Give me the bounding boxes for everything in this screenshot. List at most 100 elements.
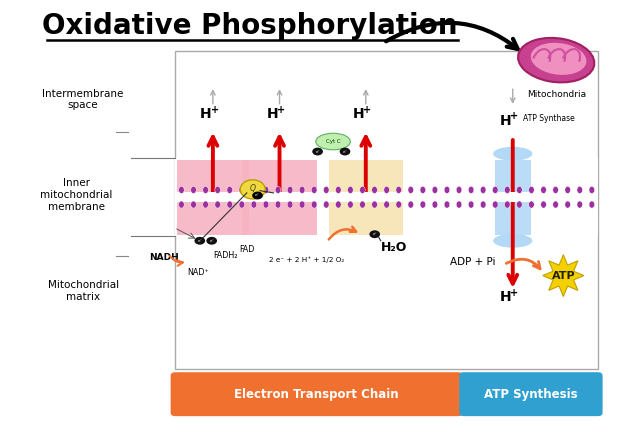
Ellipse shape	[263, 201, 269, 208]
Ellipse shape	[287, 201, 293, 208]
Text: ATP Synthesis: ATP Synthesis	[484, 388, 578, 401]
Bar	[495, 160, 531, 235]
Text: FAD: FAD	[240, 245, 255, 254]
Ellipse shape	[360, 187, 365, 194]
Ellipse shape	[287, 187, 293, 194]
Text: +: +	[510, 111, 518, 121]
Ellipse shape	[432, 201, 438, 208]
Ellipse shape	[408, 187, 414, 194]
Ellipse shape	[420, 187, 426, 194]
Text: +: +	[364, 105, 372, 115]
Ellipse shape	[456, 187, 462, 194]
Ellipse shape	[531, 43, 587, 75]
Text: e⁻: e⁻	[316, 149, 320, 154]
Ellipse shape	[215, 187, 220, 194]
Ellipse shape	[336, 187, 341, 194]
Ellipse shape	[203, 187, 208, 194]
Ellipse shape	[577, 187, 583, 194]
Ellipse shape	[505, 187, 510, 194]
Ellipse shape	[444, 201, 449, 208]
Ellipse shape	[251, 201, 257, 208]
Text: +: +	[510, 288, 518, 298]
Circle shape	[312, 148, 323, 155]
Ellipse shape	[480, 201, 486, 208]
Ellipse shape	[178, 201, 184, 208]
Text: Mitochondrial
matrix: Mitochondrial matrix	[48, 280, 119, 302]
Ellipse shape	[577, 201, 583, 208]
Ellipse shape	[505, 201, 510, 208]
Ellipse shape	[316, 133, 351, 150]
Ellipse shape	[516, 187, 522, 194]
Ellipse shape	[372, 201, 377, 208]
Text: Q: Q	[250, 184, 256, 193]
Text: e⁻: e⁻	[372, 232, 377, 236]
Circle shape	[252, 191, 263, 199]
Ellipse shape	[518, 38, 594, 82]
Text: ADP + Pi: ADP + Pi	[449, 257, 495, 267]
Ellipse shape	[541, 187, 546, 194]
Polygon shape	[543, 254, 584, 297]
Text: H: H	[500, 290, 511, 304]
Circle shape	[207, 237, 217, 245]
Ellipse shape	[324, 187, 329, 194]
Ellipse shape	[384, 201, 389, 208]
Text: H: H	[200, 107, 212, 121]
FancyBboxPatch shape	[459, 372, 603, 416]
Text: +: +	[210, 105, 218, 115]
Ellipse shape	[553, 187, 558, 194]
Bar	[175, 192, 598, 202]
Ellipse shape	[493, 147, 532, 161]
Ellipse shape	[360, 201, 365, 208]
Ellipse shape	[336, 201, 341, 208]
Ellipse shape	[347, 187, 353, 194]
Ellipse shape	[553, 201, 558, 208]
Text: ATP Synthase: ATP Synthase	[523, 114, 575, 124]
Ellipse shape	[432, 187, 438, 194]
Circle shape	[195, 237, 205, 245]
Ellipse shape	[456, 201, 462, 208]
Text: H: H	[267, 107, 278, 121]
Text: H₂O: H₂O	[381, 241, 408, 254]
Text: Electron Transport Chain: Electron Transport Chain	[234, 388, 399, 401]
Text: H: H	[352, 107, 364, 121]
Ellipse shape	[589, 187, 595, 194]
Ellipse shape	[565, 201, 570, 208]
Ellipse shape	[191, 187, 197, 194]
Ellipse shape	[275, 201, 281, 208]
Ellipse shape	[541, 201, 546, 208]
Ellipse shape	[565, 187, 570, 194]
Text: e⁻: e⁻	[197, 239, 202, 243]
Ellipse shape	[299, 187, 305, 194]
Ellipse shape	[311, 201, 317, 208]
Ellipse shape	[299, 201, 305, 208]
Bar	[175, 158, 598, 237]
Text: e⁻: e⁻	[255, 194, 260, 198]
Text: 2 e⁻ + 2 H⁺ + 1/2 O₂: 2 e⁻ + 2 H⁺ + 1/2 O₂	[269, 256, 344, 263]
Ellipse shape	[275, 187, 281, 194]
Ellipse shape	[480, 187, 486, 194]
Ellipse shape	[347, 201, 353, 208]
Bar	[175, 51, 598, 369]
Ellipse shape	[239, 201, 245, 208]
Text: Oxidative Phosphorylation: Oxidative Phosphorylation	[42, 12, 458, 40]
Ellipse shape	[311, 187, 317, 194]
Text: NADH: NADH	[149, 253, 179, 262]
Text: FADH₂: FADH₂	[213, 251, 239, 260]
Ellipse shape	[468, 187, 474, 194]
Ellipse shape	[444, 187, 449, 194]
Ellipse shape	[420, 201, 426, 208]
Text: Intermembrane
space: Intermembrane space	[43, 88, 124, 110]
Ellipse shape	[227, 187, 232, 194]
Text: NAD⁺: NAD⁺	[187, 268, 209, 277]
Ellipse shape	[215, 201, 220, 208]
Text: H: H	[500, 113, 511, 127]
Ellipse shape	[396, 187, 401, 194]
Ellipse shape	[240, 180, 265, 199]
Ellipse shape	[203, 201, 208, 208]
Ellipse shape	[263, 187, 269, 194]
Text: ATP: ATP	[552, 271, 575, 281]
Bar	[242, 160, 317, 235]
Bar	[329, 160, 403, 235]
Circle shape	[340, 148, 351, 155]
Bar	[177, 160, 249, 235]
